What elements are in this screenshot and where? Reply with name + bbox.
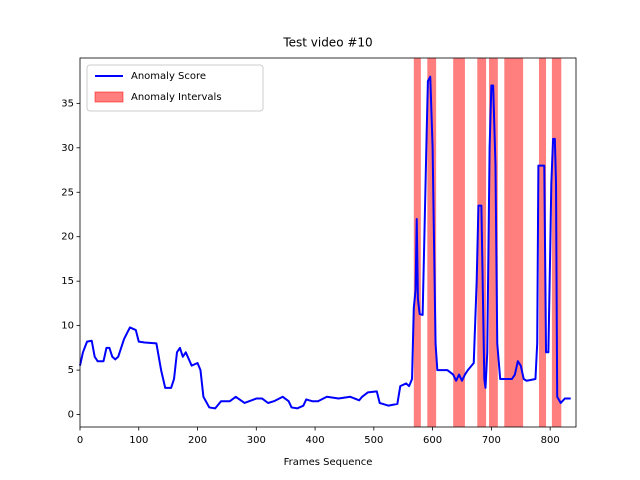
legend-label: Anomaly Score [131,71,206,82]
anomaly-interval [504,58,524,427]
y-tick-label: 5 [68,365,74,376]
anomaly-interval [453,58,465,427]
x-tick-label: 700 [482,435,501,446]
anomaly-interval [489,58,498,427]
y-tick-label: 10 [61,321,74,332]
anomaly-interval [427,58,437,427]
anomaly-interval [538,58,547,427]
x-tick-label: 400 [306,435,325,446]
legend-label: Anomaly Intervals [131,92,222,103]
y-tick-label: 30 [61,143,74,154]
y-tick-label: 35 [61,98,74,109]
x-tick-label: 0 [77,435,83,446]
x-tick-label: 800 [541,435,560,446]
x-axis-label: Frames Sequence [284,457,373,468]
x-tick-label: 600 [423,435,442,446]
chart-title: Test video #10 [282,36,372,50]
y-tick-label: 0 [68,410,74,421]
x-tick-label: 100 [129,435,148,446]
legend-box [86,64,264,112]
x-tick-label: 200 [188,435,207,446]
x-tick-label: 500 [364,435,383,446]
legend-patch [94,91,124,103]
y-tick-label: 25 [61,187,74,198]
axes-frame [79,57,577,428]
x-tick-label: 300 [247,435,266,446]
score-line [79,75,571,410]
y-tick-label: 20 [61,232,74,243]
y-tick-label: 15 [61,276,74,287]
